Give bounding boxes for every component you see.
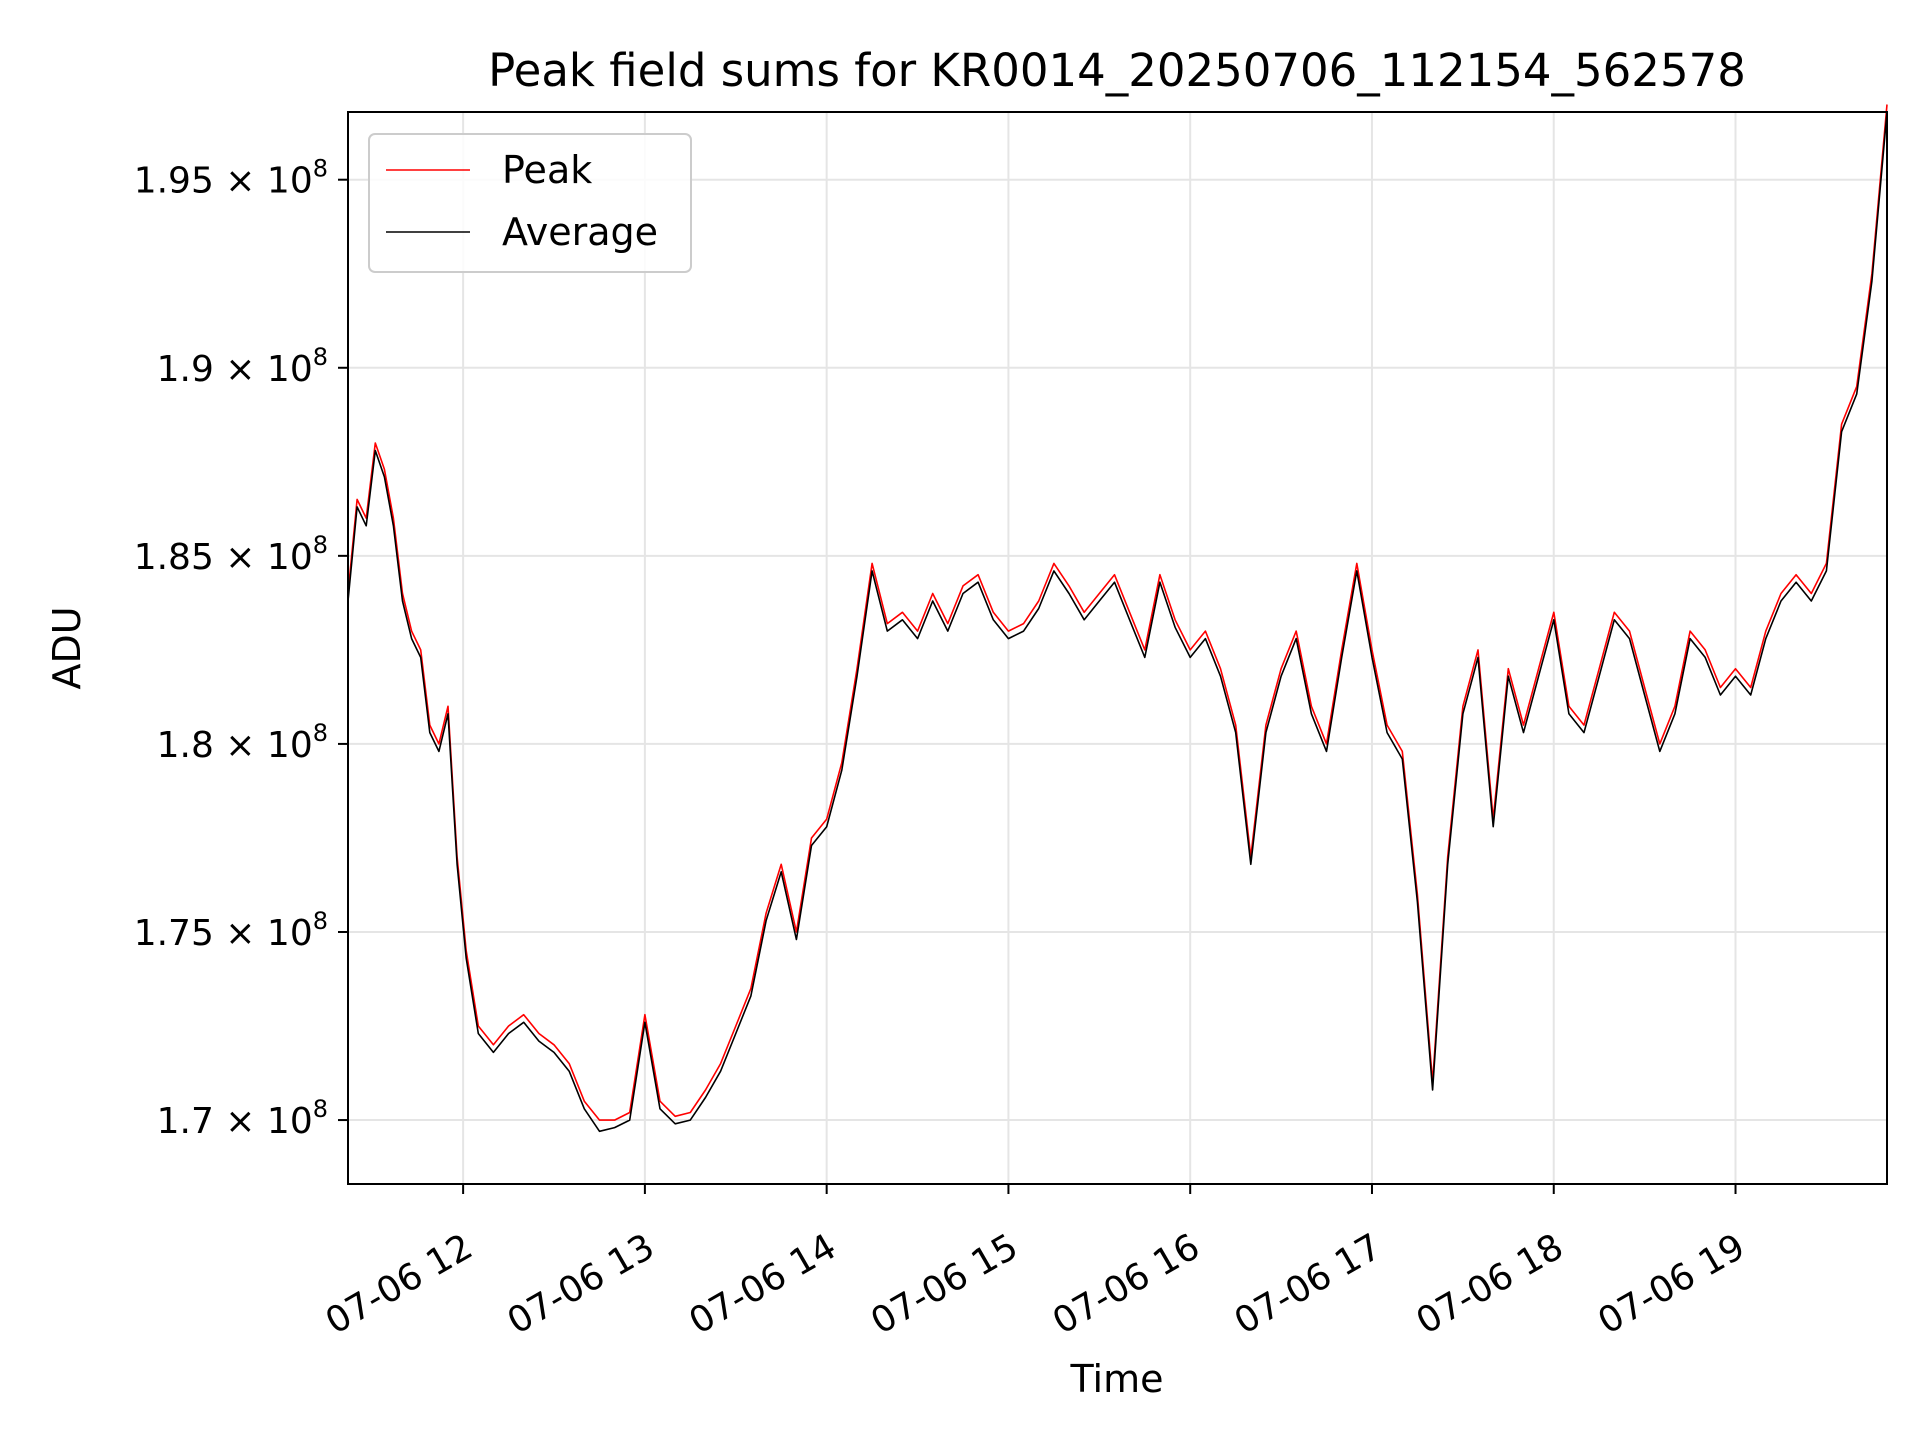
chart-title: Peak field sums for KR0014_20250706_1121… bbox=[488, 44, 1746, 97]
legend-label-peak: Peak bbox=[502, 148, 592, 192]
y-tick-times: × 10 bbox=[214, 537, 313, 578]
y-tick-mantissa: 1.85 bbox=[134, 537, 214, 578]
y-tick-mantissa: 1.9 bbox=[157, 349, 214, 390]
y-axis-label: ADU bbox=[45, 606, 89, 689]
y-tick-label: 1.85 × 108 bbox=[134, 531, 328, 578]
y-tick-exponent: 8 bbox=[313, 531, 328, 559]
series-lines bbox=[347, 104, 1888, 1133]
y-tick-times: × 10 bbox=[214, 1101, 313, 1142]
y-tick-times: × 10 bbox=[214, 913, 313, 954]
series-line-average bbox=[347, 111, 1888, 1133]
y-tick-times: × 10 bbox=[214, 161, 313, 202]
y-tick-mantissa: 1.75 bbox=[134, 913, 214, 954]
y-tick-exponent: 8 bbox=[313, 907, 328, 935]
legend-label-average: Average bbox=[502, 210, 658, 254]
y-tick-times: × 10 bbox=[214, 349, 313, 390]
y-tick-mantissa: 1.8 bbox=[157, 725, 214, 766]
legend-box bbox=[368, 133, 692, 273]
legend: Peak Average bbox=[368, 133, 692, 273]
y-tick-mantissa: 1.7 bbox=[157, 1101, 214, 1142]
x-axis-label: Time bbox=[1070, 1357, 1164, 1401]
grid-lines bbox=[348, 112, 1887, 1184]
y-tick-label: 1.7 × 108 bbox=[157, 1095, 328, 1142]
plot-background bbox=[348, 112, 1887, 1184]
y-tick-exponent: 8 bbox=[313, 1095, 328, 1123]
plot-area bbox=[347, 104, 1888, 1185]
y-tick-exponent: 8 bbox=[313, 719, 328, 747]
y-tick-exponent: 8 bbox=[313, 343, 328, 371]
y-tick-label: 1.8 × 108 bbox=[157, 719, 328, 766]
y-tick-times: × 10 bbox=[214, 725, 313, 766]
y-tick-mantissa: 1.95 bbox=[134, 161, 214, 202]
series-line-peak bbox=[347, 104, 1888, 1121]
y-tick-label: 1.95 × 108 bbox=[134, 155, 328, 202]
y-tick-label: 1.75 × 108 bbox=[134, 907, 328, 954]
y-tick-label: 1.9 × 108 bbox=[157, 343, 328, 390]
y-tick-exponent: 8 bbox=[313, 155, 328, 183]
plot-frame bbox=[347, 111, 1888, 1185]
